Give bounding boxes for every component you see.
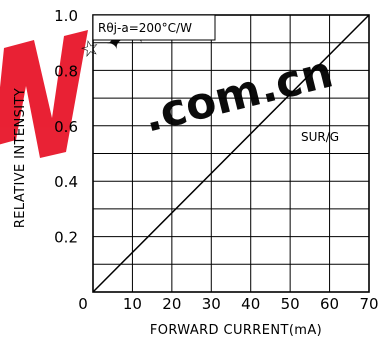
y-axis-title: RELATIVE INTENSITY <box>13 88 28 228</box>
x-tick-label: 50 <box>281 295 300 313</box>
series-group <box>92 14 370 293</box>
x-axis-title: FORWARD CURRENT(mA) <box>150 323 322 338</box>
x-tick-label: 20 <box>162 295 181 313</box>
x-tick-label: 10 <box>123 295 142 313</box>
y-tick-label: 0.2 <box>54 229 78 247</box>
grid <box>93 15 369 292</box>
x-tick-label: 70 <box>359 295 378 313</box>
series-line <box>92 14 370 293</box>
x-tick-label: 30 <box>202 295 221 313</box>
thermal-resistance-label: Rθj-a=200°C/W <box>98 21 192 35</box>
thermal-resistance-box <box>92 14 216 41</box>
series-label: SUR/G <box>301 130 339 144</box>
y-tick-label: 0.8 <box>54 62 78 80</box>
watermark-n-shape <box>0 30 88 158</box>
x-tick-labels: 0 10 20 30 40 50 60 70 <box>78 295 378 313</box>
x-tick-label: 60 <box>320 295 339 313</box>
x-tick-label: 0 <box>78 295 88 313</box>
y-tick-label: 0.6 <box>54 118 78 136</box>
x-tick-label: 40 <box>241 295 260 313</box>
y-tick-label: 0.4 <box>54 173 78 191</box>
y-tick-labels: 0.2 0.4 0.6 0.8 1.0 <box>54 7 78 247</box>
y-tick-label: 1.0 <box>54 7 78 25</box>
watermark-text: .com.cn <box>138 46 338 142</box>
plot-frame <box>92 14 370 293</box>
